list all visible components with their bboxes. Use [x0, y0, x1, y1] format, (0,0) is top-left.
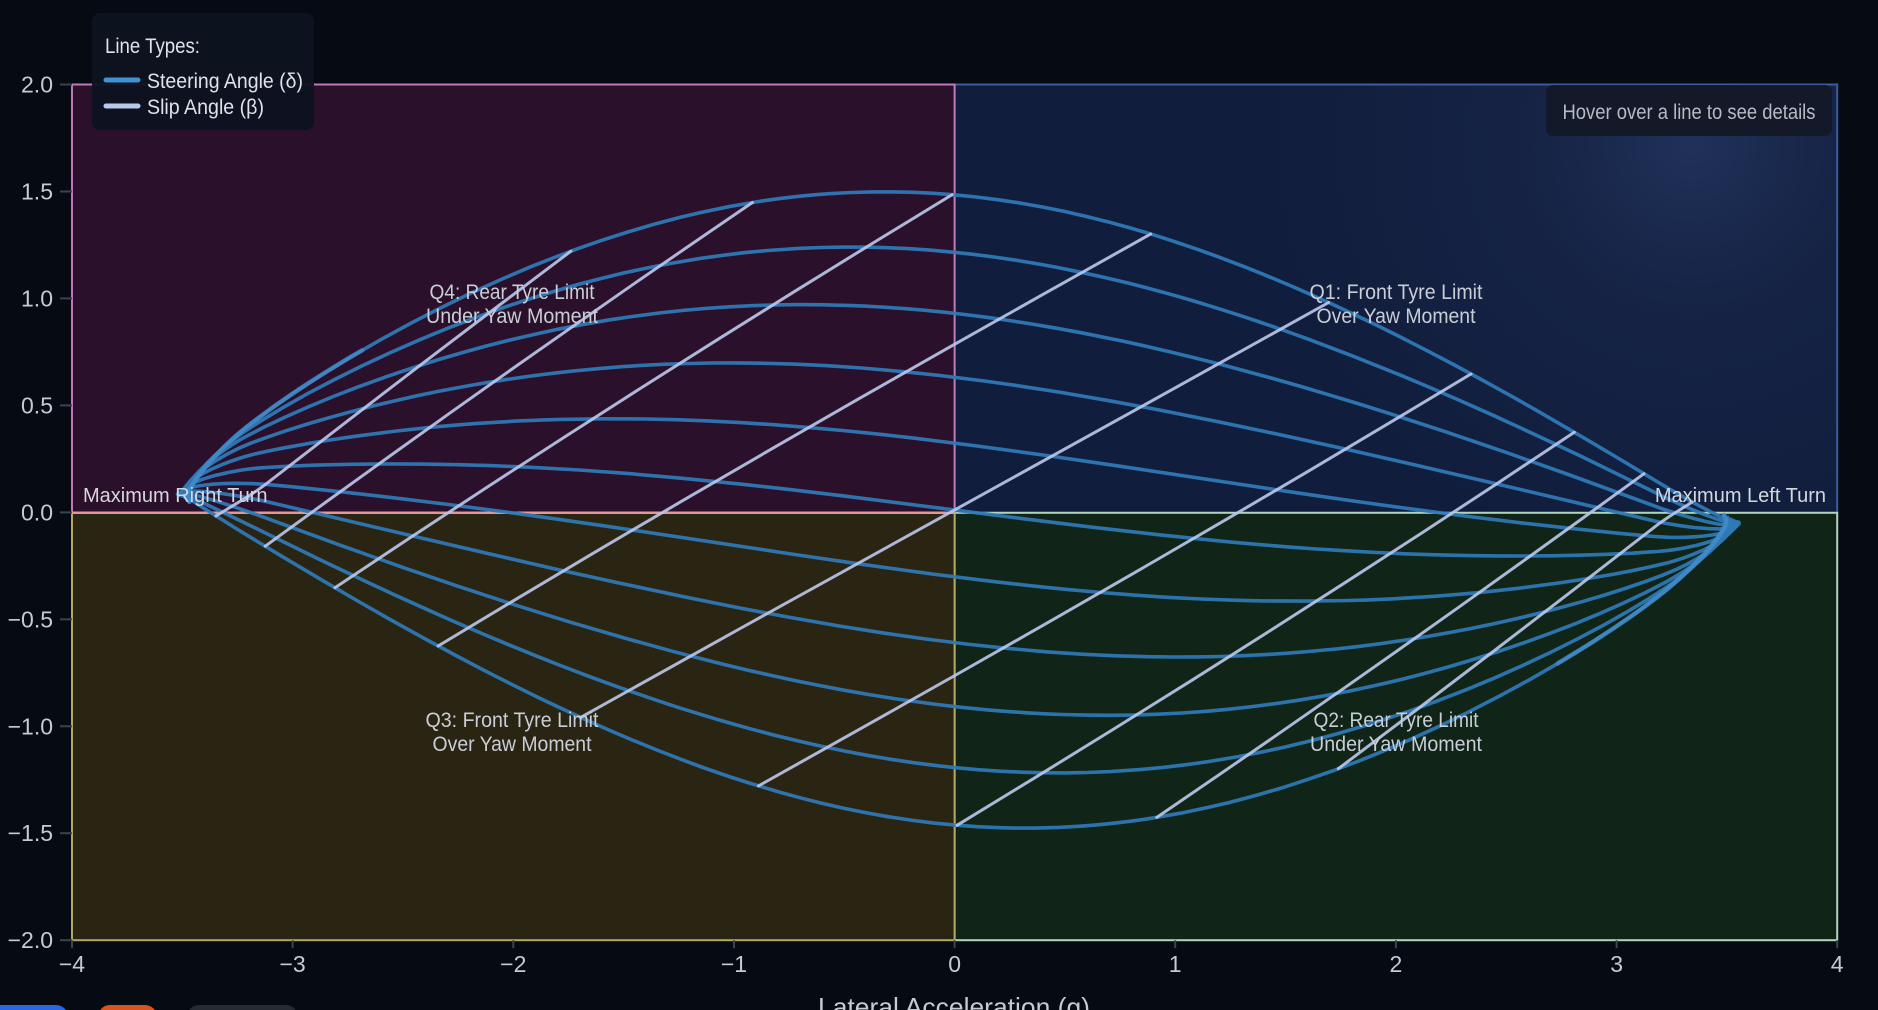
svg-text:0.0: 0.0 [21, 499, 53, 525]
svg-text:Maximum Left Turn: Maximum Left Turn [1655, 485, 1826, 507]
svg-text:−1.0: −1.0 [8, 713, 53, 739]
svg-text:Q4: Rear Tyre Limit: Q4: Rear Tyre Limit [430, 281, 595, 304]
svg-text:−4: −4 [59, 951, 85, 977]
svg-text:Under Yaw Moment: Under Yaw Moment [1310, 733, 1482, 756]
svg-text:−0.5: −0.5 [8, 606, 53, 632]
svg-text:Line Types:: Line Types: [105, 35, 200, 58]
svg-text:3: 3 [1610, 951, 1623, 977]
svg-text:Under Yaw Moment: Under Yaw Moment [426, 305, 598, 328]
svg-text:−2: −2 [500, 951, 526, 977]
svg-text:Q1: Front Tyre Limit: Q1: Front Tyre Limit [1310, 281, 1483, 304]
svg-text:−1.5: −1.5 [8, 820, 53, 846]
svg-text:Slip Angle (β): Slip Angle (β) [147, 96, 264, 119]
svg-text:Maximum Right Turn: Maximum Right Turn [83, 485, 268, 507]
svg-text:−3: −3 [279, 951, 305, 977]
svg-text:4: 4 [1831, 951, 1844, 977]
svg-text:−1: −1 [721, 951, 747, 977]
svg-text:Q2: Rear Tyre Limit: Q2: Rear Tyre Limit [1314, 709, 1479, 732]
svg-text:Q3: Front Tyre Limit: Q3: Front Tyre Limit [426, 709, 599, 732]
svg-text:Over Yaw Moment: Over Yaw Moment [1317, 305, 1476, 328]
svg-text:−2.0: −2.0 [8, 927, 53, 953]
svg-text:1.5: 1.5 [21, 179, 53, 205]
svg-text:Over Yaw Moment: Over Yaw Moment [433, 733, 592, 756]
svg-text:Lateral Acceleration (g): Lateral Acceleration (g) [818, 992, 1090, 1010]
svg-text:2: 2 [1390, 951, 1403, 977]
svg-text:1.0: 1.0 [21, 285, 53, 311]
svg-text:Steering Angle (δ): Steering Angle (δ) [147, 70, 303, 93]
svg-text:2.0: 2.0 [21, 72, 53, 98]
svg-text:0.5: 0.5 [21, 392, 53, 418]
svg-text:Hover over a line to see detai: Hover over a line to see details [1563, 101, 1816, 124]
svg-text:0: 0 [948, 951, 961, 977]
svg-text:1: 1 [1169, 951, 1182, 977]
